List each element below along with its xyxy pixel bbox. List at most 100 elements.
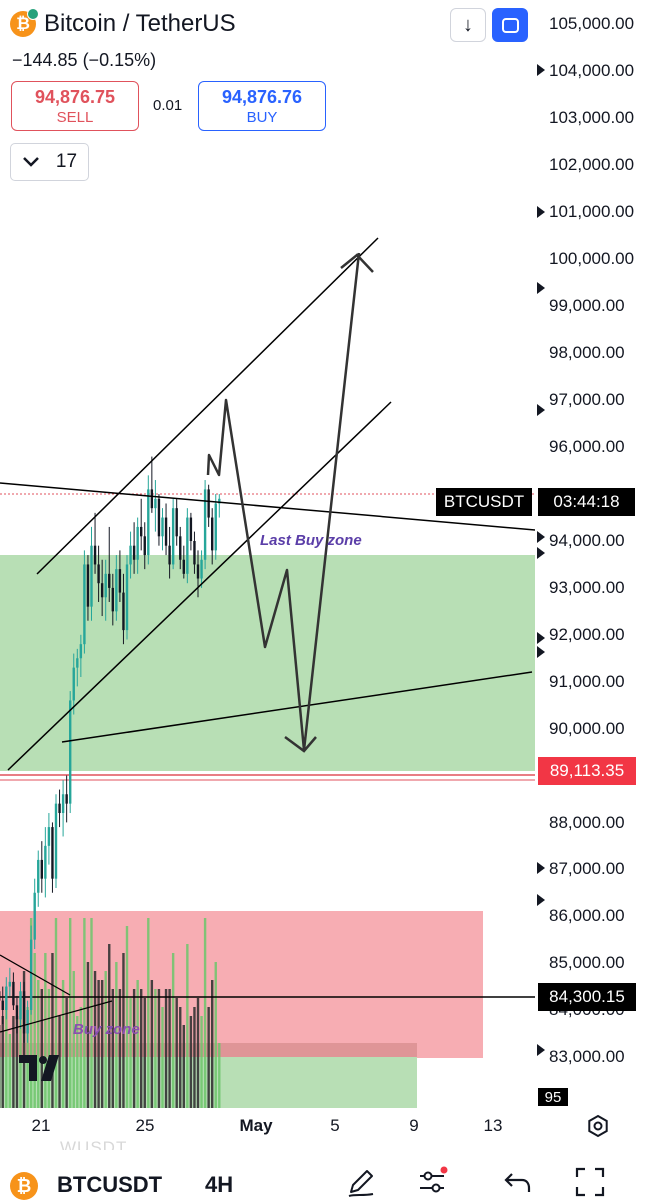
candle[interactable] (150, 489, 154, 509)
candle[interactable] (186, 517, 189, 574)
candle[interactable] (83, 564, 86, 645)
red-level-tag[interactable]: 89,113.35 (538, 757, 636, 785)
time-axis[interactable]: 21 25 May 5 9 13 (0, 1108, 663, 1144)
candle[interactable] (168, 545, 171, 565)
candle[interactable] (196, 564, 200, 579)
fullscreen-button[interactable] (492, 8, 528, 42)
candle[interactable] (111, 587, 114, 612)
chart-canvas[interactable] (0, 0, 535, 1108)
candle[interactable] (179, 536, 182, 560)
candle[interactable] (76, 658, 79, 668)
candle[interactable] (218, 498, 221, 504)
candle[interactable] (29, 939, 33, 1010)
chart-area[interactable]: ₿ Bitcoin / TetherUS −144.85 (−0.15%) 94… (0, 0, 663, 1150)
download-button[interactable]: ↓ (450, 8, 486, 42)
candles[interactable] (0, 456, 221, 1043)
lower-trend-line-1[interactable] (0, 1000, 113, 1033)
candle[interactable] (193, 541, 196, 565)
volume-bar (193, 1007, 196, 1108)
channel-upper-line[interactable] (36, 237, 379, 575)
black-level-tag[interactable]: 84,300.15 (538, 983, 636, 1011)
candle[interactable] (175, 508, 178, 537)
time-tick: 21 (31, 1116, 51, 1135)
candle[interactable] (136, 526, 139, 560)
last-buy-zone-rect[interactable] (0, 555, 535, 771)
candle[interactable] (125, 564, 129, 631)
candle[interactable] (58, 803, 61, 814)
symbol-selector[interactable]: BTCUSDT (57, 1172, 163, 1197)
fullscreen-toggle-icon[interactable] (574, 1166, 606, 1198)
candle[interactable] (203, 489, 207, 560)
candle[interactable] (61, 794, 65, 814)
candle[interactable] (122, 592, 125, 631)
candle[interactable] (40, 859, 43, 879)
candle[interactable] (161, 517, 164, 537)
candle[interactable] (157, 498, 161, 537)
candle[interactable] (1, 1000, 4, 1010)
candle[interactable] (189, 517, 193, 541)
candle[interactable] (5, 986, 8, 1010)
buy-label: BUY (246, 109, 278, 126)
candle[interactable] (164, 517, 168, 546)
candle[interactable] (97, 564, 100, 584)
candle[interactable] (200, 559, 203, 579)
candle[interactable] (47, 827, 51, 846)
indicators-toggle[interactable]: 17 (10, 143, 89, 181)
candle[interactable] (132, 545, 136, 560)
undo-icon[interactable] (502, 1166, 534, 1198)
candle[interactable] (12, 981, 15, 1006)
candle[interactable] (100, 583, 104, 598)
candle[interactable] (171, 508, 175, 565)
volume-bar (12, 1016, 15, 1108)
buy-zone-label[interactable]: Buy zone (73, 1021, 140, 1038)
pencil-icon[interactable] (345, 1166, 377, 1198)
sell-button[interactable]: 94,876.75 SELL (11, 81, 139, 131)
candle[interactable] (140, 526, 143, 537)
candle[interactable] (19, 991, 22, 1020)
candle[interactable] (8, 981, 12, 987)
candle[interactable] (79, 644, 83, 659)
candle[interactable] (44, 845, 47, 879)
candle[interactable] (93, 545, 97, 565)
candle[interactable] (207, 489, 210, 518)
ascending-support-line[interactable] (61, 671, 533, 743)
descending-line[interactable] (0, 482, 535, 531)
buy-button[interactable]: 94,876.76 BUY (198, 81, 326, 131)
candle[interactable] (69, 700, 72, 804)
gear-icon[interactable] (586, 1114, 610, 1138)
candle[interactable] (65, 794, 68, 804)
indicators-sliders-icon[interactable] (416, 1166, 448, 1198)
candle[interactable] (15, 1005, 19, 1020)
candle[interactable] (72, 667, 75, 701)
candle[interactable] (37, 859, 40, 893)
candle[interactable] (26, 1010, 29, 1034)
candle[interactable] (51, 827, 54, 879)
candle[interactable] (129, 545, 132, 565)
price-scale[interactable]: 105,000.00 104,000.00 103,000.00 102,000… (535, 0, 663, 1108)
projection-path[interactable] (206, 252, 361, 752)
candle[interactable] (143, 536, 146, 556)
candle[interactable] (108, 573, 111, 588)
lower-trend-line-2[interactable] (0, 954, 71, 996)
candle[interactable] (104, 573, 107, 598)
candle[interactable] (182, 559, 185, 574)
channel-lower-line[interactable] (7, 401, 392, 771)
candle[interactable] (147, 489, 150, 556)
candle[interactable] (214, 503, 217, 551)
volume-bar (179, 1007, 182, 1108)
last-buy-zone-label[interactable]: Last Buy zone (260, 532, 362, 549)
candle[interactable] (211, 517, 214, 551)
candle[interactable] (86, 564, 90, 607)
interval-selector[interactable]: 4H (205, 1172, 234, 1197)
candle[interactable] (90, 545, 93, 607)
volume-bar (196, 998, 200, 1108)
price-tick: 105,000.00 (549, 14, 635, 33)
candle[interactable] (22, 991, 26, 1034)
candle[interactable] (154, 498, 157, 509)
candle[interactable] (54, 803, 58, 879)
candle[interactable] (115, 569, 118, 612)
pair-title[interactable]: Bitcoin / TetherUS (44, 10, 236, 37)
candle[interactable] (118, 569, 122, 593)
price-tick: 104,000.00 (549, 61, 635, 80)
candle[interactable] (33, 892, 36, 940)
